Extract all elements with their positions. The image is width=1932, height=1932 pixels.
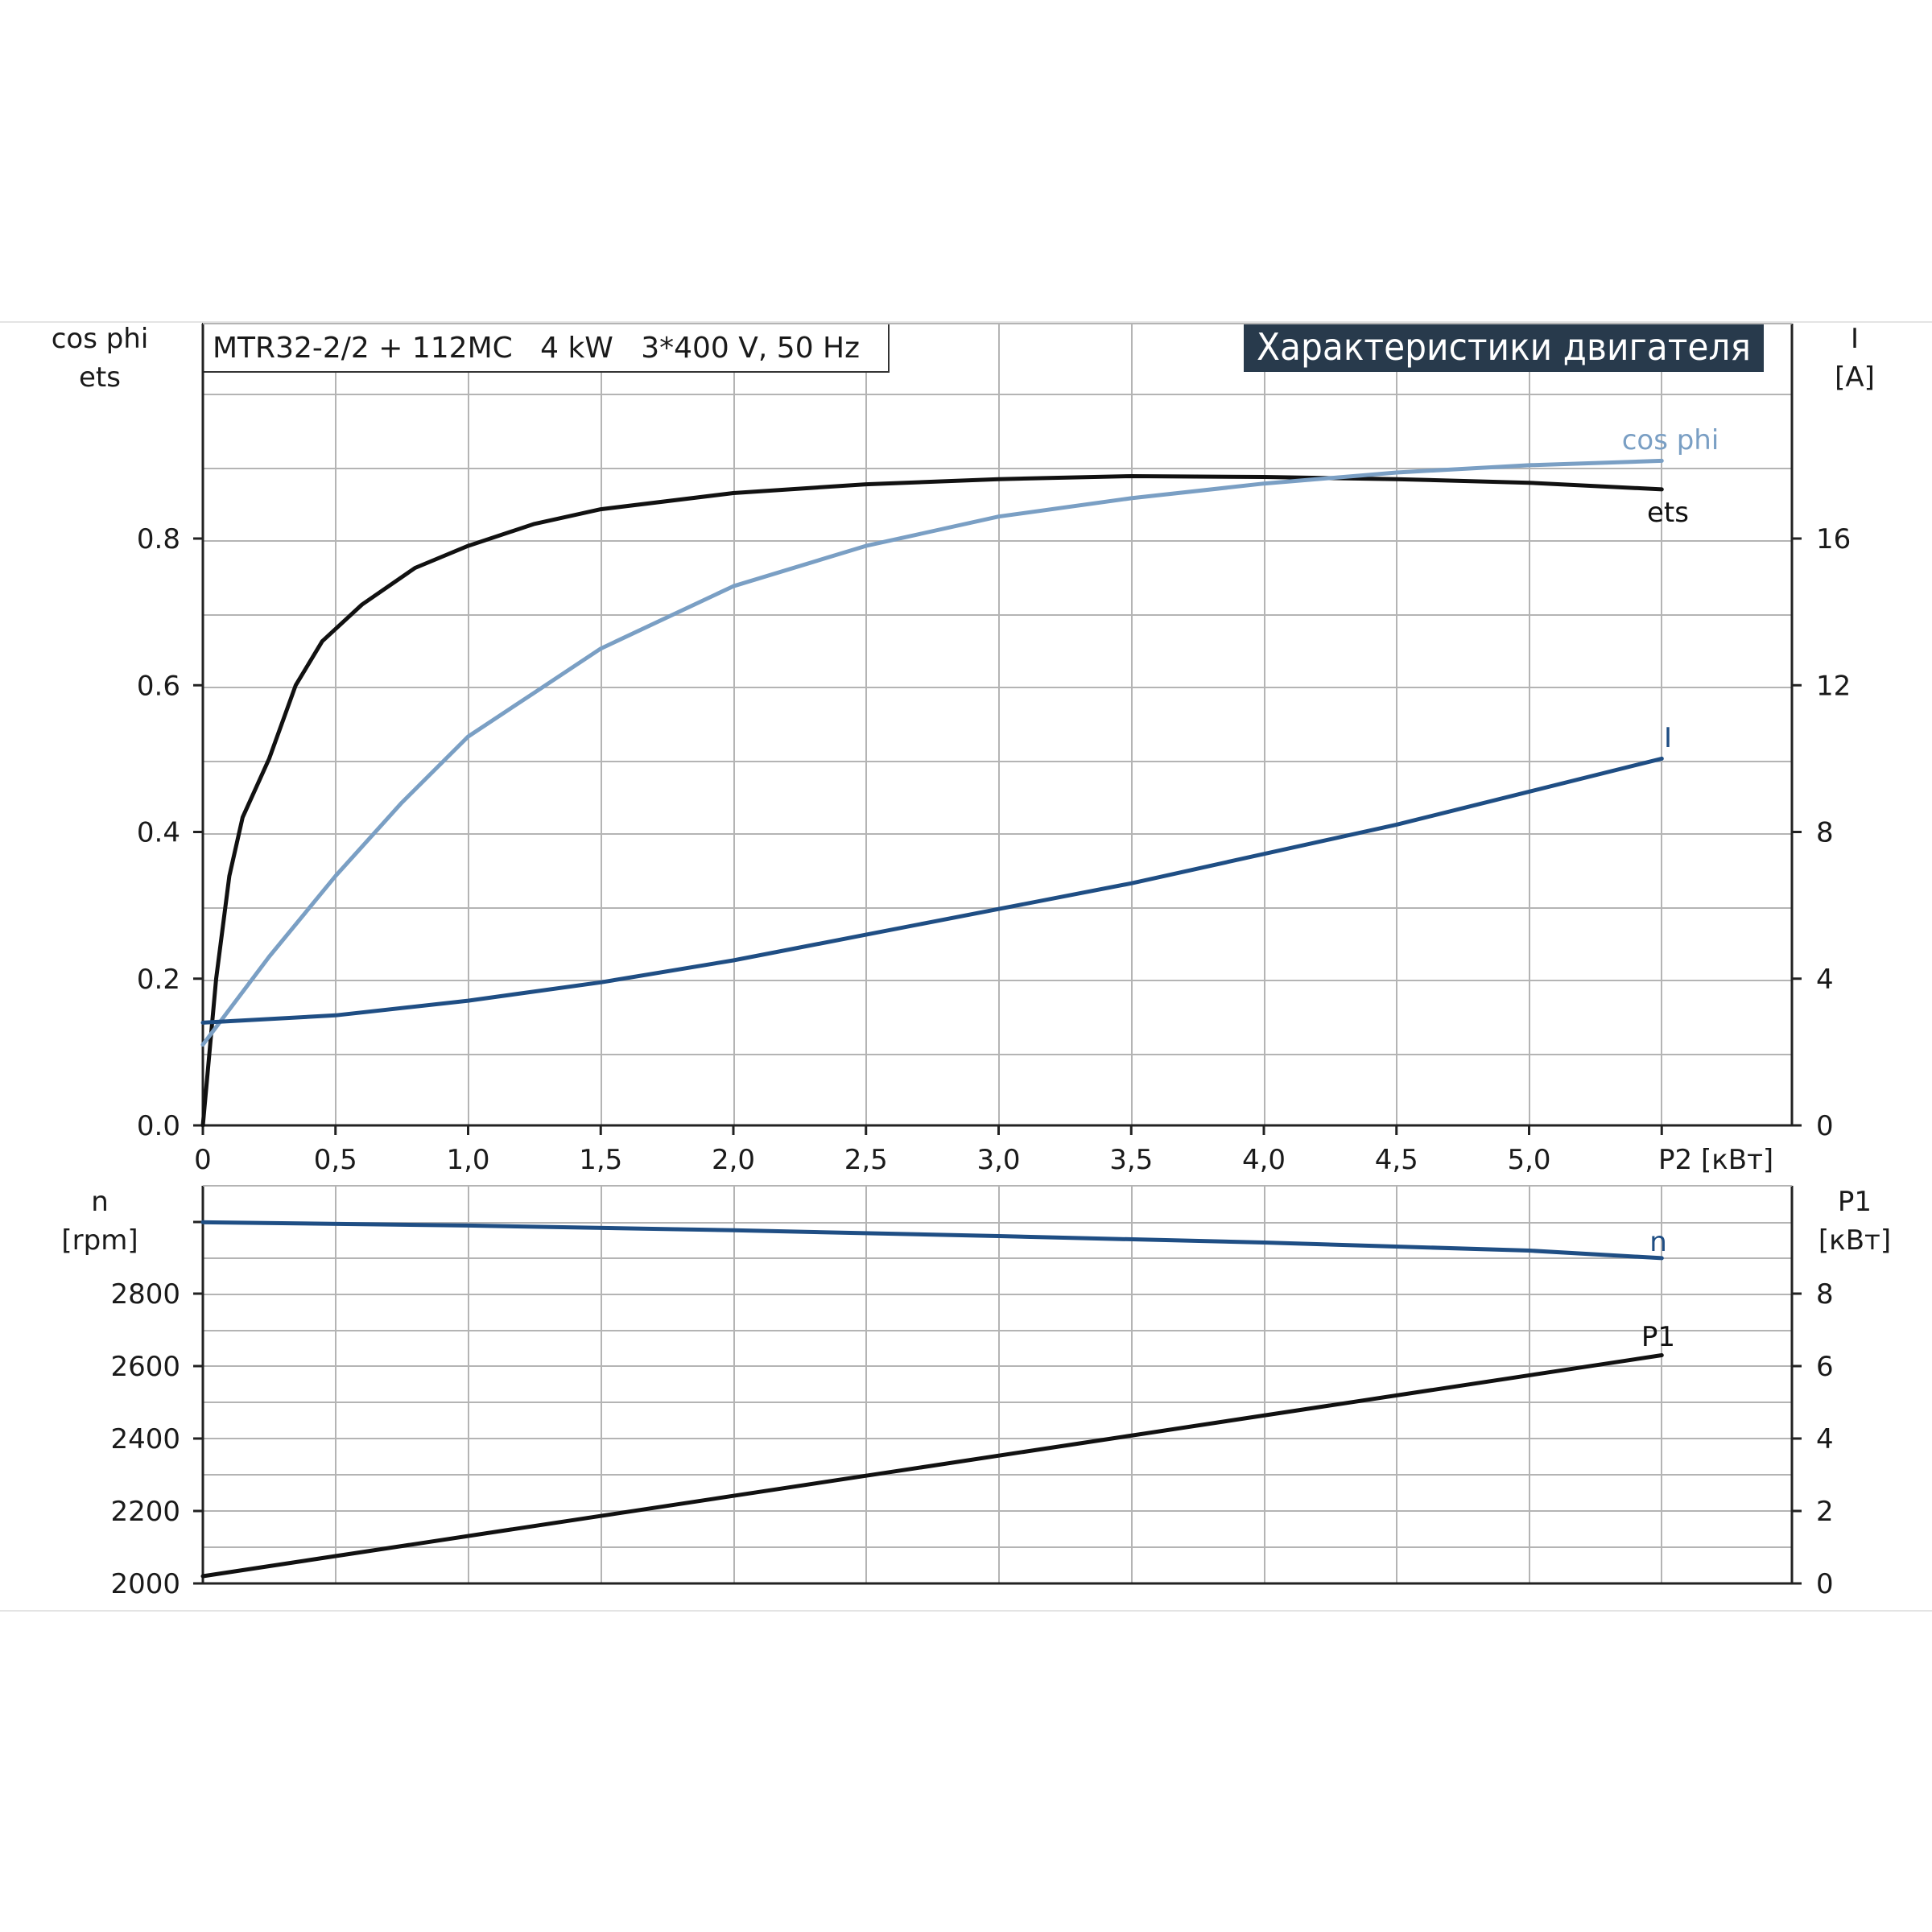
upper-left-tick-label: 0.2 — [137, 964, 180, 996]
lower-series-n-line — [200, 1220, 1664, 1261]
upper-series-i-line — [200, 756, 1664, 1025]
upper-right-axis-label-line1: I — [1851, 323, 1859, 355]
lower-right-tick-label: 6 — [1816, 1351, 1834, 1383]
lower-right-tick-label: 8 — [1816, 1278, 1834, 1311]
upper-series-i-label: I — [1664, 722, 1672, 754]
upper-left-axis-label-line1: cos phi — [52, 323, 149, 355]
upper-right-tick-label: 4 — [1816, 964, 1834, 996]
upper-right-tick-label: 8 — [1816, 817, 1834, 849]
upper-series: ets cos phi I — [200, 424, 1719, 1128]
lower-grid — [203, 1186, 1792, 1583]
lower-series: n P1 — [200, 1220, 1675, 1579]
lower-right-tick-label: 4 — [1816, 1423, 1834, 1455]
upper-left-tick-label: 0.0 — [137, 1110, 180, 1142]
upper-right-tick-label: 16 — [1816, 523, 1851, 555]
lower-plot-area — [203, 1186, 1792, 1583]
lower-left-tick-label: 2400 — [110, 1423, 180, 1455]
upper-x-tick-label: 2,0 — [712, 1144, 755, 1176]
lower-right-tick-label: 2 — [1816, 1496, 1834, 1528]
upper-left-tick-label: 0.6 — [137, 670, 180, 702]
upper-series-ets-label: ets — [1647, 497, 1689, 529]
upper-left-axis-label: cos phi ets — [52, 323, 149, 394]
lower-right-axis-label-line2: [кВт] — [1818, 1224, 1891, 1257]
upper-series-ets-line — [200, 474, 1664, 1128]
upper-left-axis-label-line2: ets — [79, 361, 121, 394]
header-box-frame — [202, 323, 890, 373]
lower-series-n-label: n — [1649, 1226, 1667, 1258]
lower-series-p1-line — [200, 1353, 1664, 1579]
upper-right-axis-label-line2: [A] — [1835, 361, 1875, 394]
upper-x-tick-label: 3,0 — [976, 1144, 1020, 1176]
upper-x-tick-label: 3,5 — [1109, 1144, 1153, 1176]
upper-x-tick-label: 4,5 — [1375, 1144, 1418, 1176]
lower-right-axis-label: P1 [кВт] — [1818, 1186, 1891, 1257]
title-badge-text: Характеристики двигателя — [1257, 325, 1751, 369]
upper-series-cos-phi-line — [200, 458, 1664, 1047]
lower-left-tick-label: 2000 — [110, 1568, 180, 1600]
upper-right-axis-label: I [A] — [1835, 323, 1875, 394]
upper-left-tick-label: 0.4 — [137, 817, 180, 849]
upper-right-tick-label: 12 — [1816, 670, 1851, 702]
lower-right-tick-label: 0 — [1816, 1568, 1834, 1600]
lower-series-p1-label: P1 — [1641, 1321, 1675, 1353]
upper-x-tick-label: 1,0 — [446, 1144, 489, 1176]
upper-x-tick-label: 1,5 — [579, 1144, 622, 1176]
lower-left-tick-label: 2200 — [110, 1496, 180, 1528]
lower-left-tick-label: 2800 — [110, 1278, 180, 1311]
upper-x-tick-label: 2,5 — [844, 1144, 888, 1176]
lower-axes: 2000 2200 2400 2600 2800 0 2 4 6 8 — [110, 1185, 1834, 1600]
upper-left-tick-label: 0.8 — [137, 523, 180, 555]
upper-series-cos-phi-label: cos phi — [1622, 424, 1719, 456]
lower-left-axis-label: n [rpm] — [61, 1186, 138, 1257]
lower-right-axis-label-line1: P1 — [1838, 1186, 1872, 1218]
upper-x-tick-label: 4,0 — [1242, 1144, 1286, 1176]
upper-x-tick-label: 0 — [194, 1144, 212, 1176]
lower-left-axis-label-line2: [rpm] — [61, 1224, 138, 1257]
title-badge: Характеристики двигателя — [1244, 324, 1764, 372]
lower-left-tick-label: 2600 — [110, 1351, 180, 1383]
upper-x-tick-label: 0,5 — [314, 1144, 357, 1176]
header-model-text: MTR32-2/2 + 112MC 4 kW 3*400 V, 50 Hz — [213, 332, 860, 365]
upper-axes: 0.0 0.2 0.4 0.6 0.8 0 4 8 12 16 0 0,5 1,0 1,5 2,0 2,5 3,… — [137, 323, 1851, 1176]
upper-right-tick-label: 0 — [1816, 1110, 1834, 1142]
lower-left-axis-label-line1: n — [91, 1186, 109, 1218]
header-box: MTR32-2/2 + 112MC 4 kW 3*400 V, 50 Hz — [202, 323, 890, 373]
title-badge-background — [1244, 324, 1764, 372]
upper-x-tick-label: 5,0 — [1507, 1144, 1550, 1176]
upper-x-axis-label: P2 [кВт] — [1658, 1144, 1773, 1176]
